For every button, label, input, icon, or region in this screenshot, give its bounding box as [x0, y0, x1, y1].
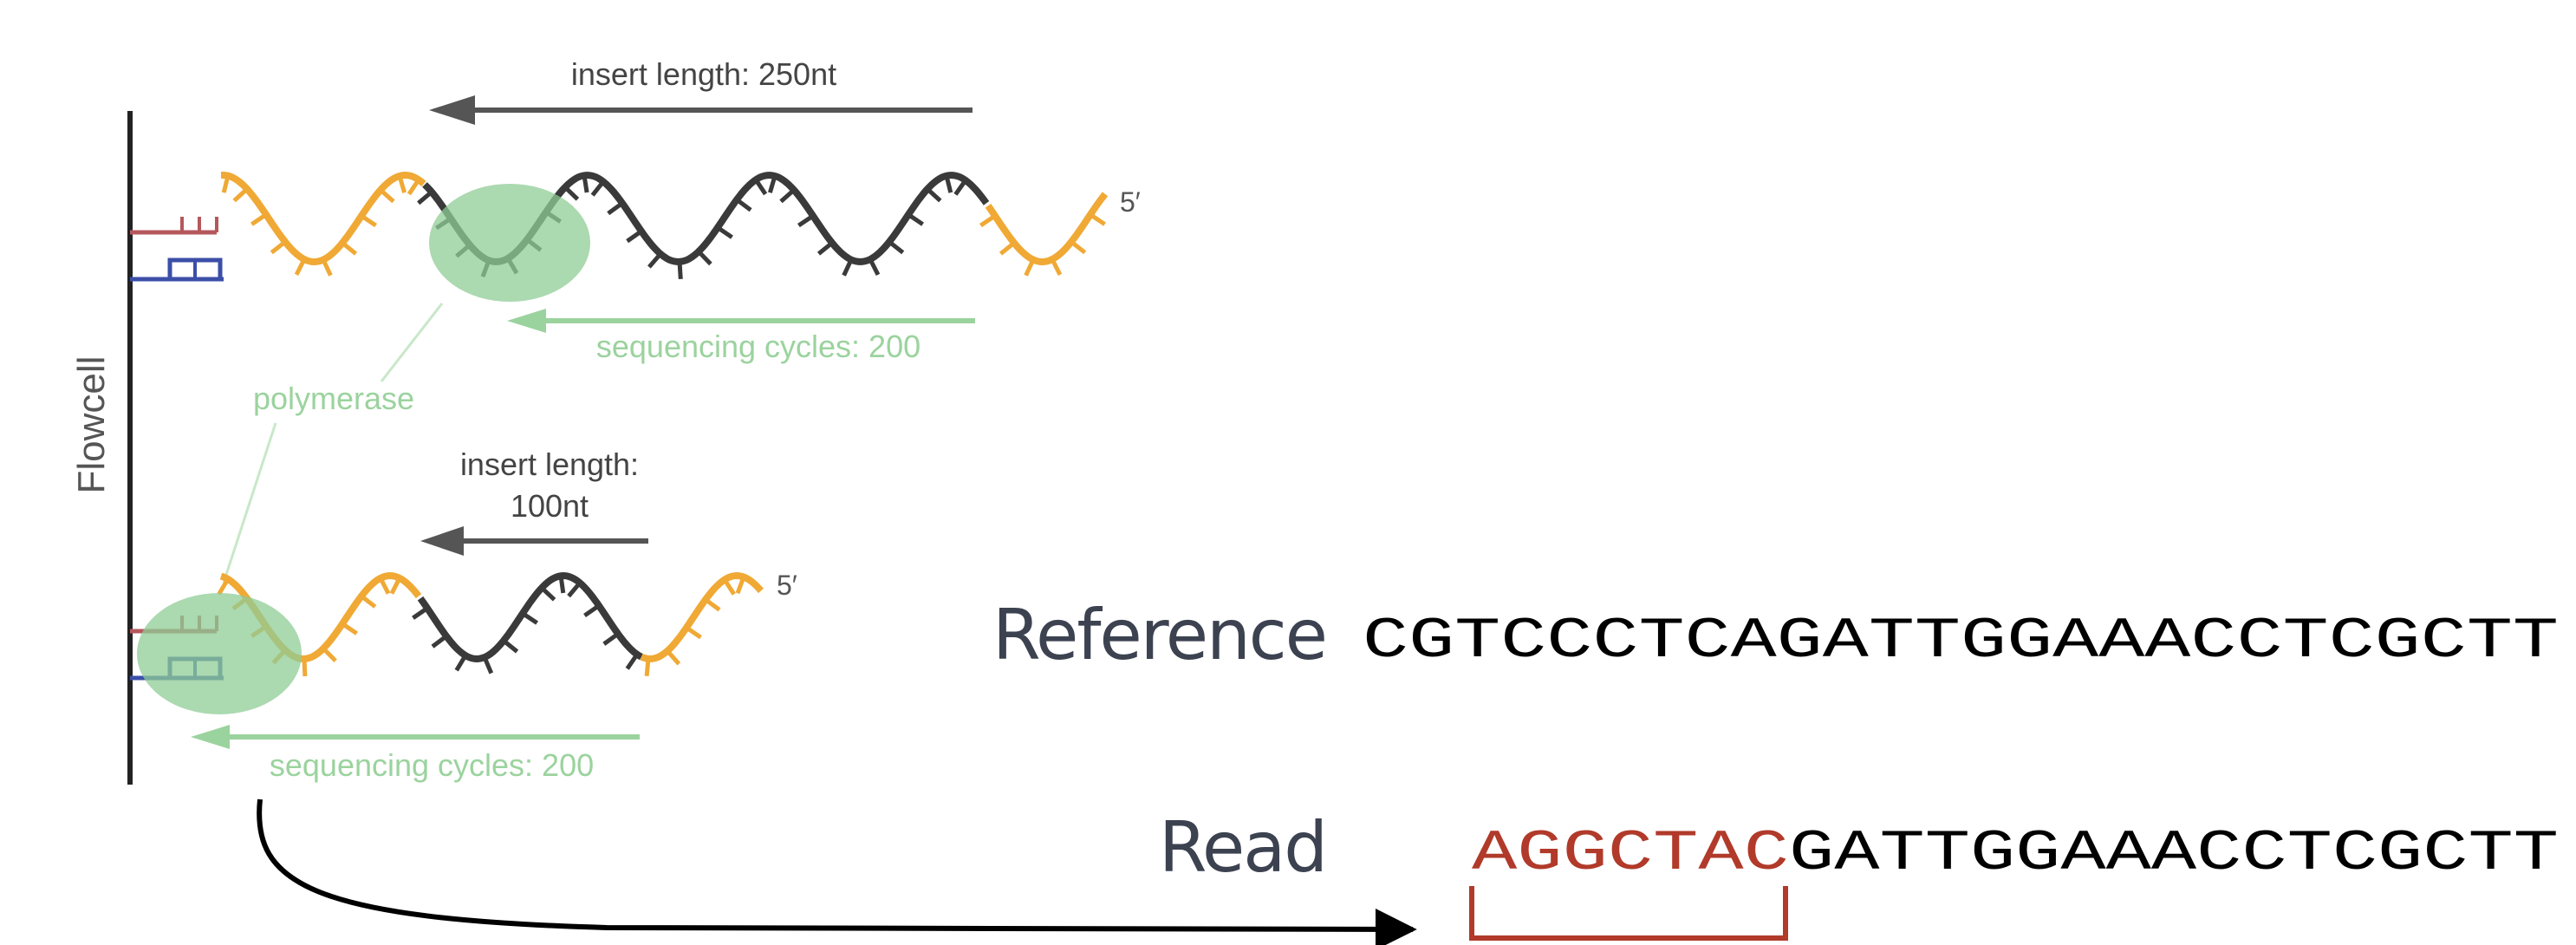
top-insert-base-tick — [582, 174, 589, 193]
top-adapter-base-tick — [221, 175, 231, 193]
reference-sequence: CGTCCCTCAGATTGGAAACCTCGCTT — [1363, 609, 2559, 674]
top-insert-base-tick — [842, 258, 854, 277]
bottom-insert-base-tick — [482, 656, 494, 675]
bottom-insert-length-arrow — [420, 526, 648, 556]
top-insert-base-tick — [697, 250, 712, 266]
top-insert-base-tick — [417, 190, 433, 205]
bottom-insert-base-tick — [602, 632, 620, 646]
bottom-adapter-base-tick — [341, 622, 358, 635]
bottom-adapter-right — [640, 571, 764, 663]
top-insert-base-tick — [735, 198, 752, 212]
bottom-insert-length-label-line2: 100nt — [511, 488, 589, 524]
bottom-insert-base-tick — [431, 634, 448, 648]
top-molecule: 5′ — [130, 171, 1141, 302]
bottom-insert-base-tick — [502, 639, 519, 654]
read-connector-arrow — [257, 798, 1417, 945]
top-anchor-blue — [130, 257, 224, 282]
top-insert-base-tick — [816, 241, 834, 256]
top-adapter-right — [985, 192, 1109, 266]
bottom-insert-strand — [417, 571, 643, 663]
adapter-bracket — [1469, 886, 1788, 941]
bottom-adapter-base-tick — [704, 597, 721, 612]
bottom-adapter-base-tick — [360, 594, 377, 609]
top-insert-base-tick — [944, 175, 953, 193]
top-insert-base-tick — [926, 187, 942, 203]
top-adapter-base-tick — [321, 258, 333, 277]
bottom-insert-length-label-line1: insert length: — [460, 446, 639, 482]
top-insert-base-tick — [907, 212, 924, 226]
bottom-molecule: 5′ — [130, 570, 797, 714]
polymerase-leader-top — [380, 303, 444, 382]
bottom-insert-base-tick — [540, 586, 556, 602]
top-insert-length-arrow — [429, 95, 973, 125]
top-adapter-base-tick — [294, 257, 307, 277]
polymerase-label: polymerase — [253, 381, 414, 416]
top-insert-base-tick — [590, 179, 605, 197]
bottom-insert-base-tick — [567, 581, 582, 598]
top-adapter-base-tick — [1024, 258, 1036, 277]
top-cycles-arrow — [507, 309, 975, 333]
top-adapter-base-tick — [999, 241, 1016, 256]
top-adapter-base-tick — [1089, 212, 1106, 226]
top-insert-base-tick — [753, 178, 768, 196]
bottom-insert-base-tick — [454, 654, 468, 672]
top-insert-base-tick — [607, 201, 624, 216]
reference-label: Reference — [992, 595, 1326, 675]
top-adapter-base-tick — [979, 213, 997, 228]
top-insert-base-tick — [767, 175, 777, 193]
read-matching-sequence: GATTGGAAACCTCGCTT — [1789, 821, 2559, 886]
top-cycles-label: sequencing cycles: 200 — [596, 329, 920, 364]
top-insert-base-tick — [716, 225, 733, 239]
bottom-cycles-arrow — [191, 725, 640, 749]
top-insert-base-tick — [626, 229, 643, 244]
top-adapter-base-tick — [379, 188, 395, 204]
bottom-insert-base-tick — [412, 606, 429, 620]
bottom-polymerase — [137, 593, 302, 714]
bottom-adapter-base-tick — [217, 577, 231, 596]
bottom-insert-base-tick — [558, 575, 566, 594]
top-polymerase — [429, 184, 590, 302]
top-insert-base-tick — [953, 179, 968, 196]
bottom-adapter-base-tick — [322, 647, 337, 662]
top-insert-base-tick — [647, 252, 662, 269]
bottom-insert-base-tick — [521, 611, 538, 625]
top-insert-base-tick — [888, 239, 905, 255]
bottom-five-prime-label: 5′ — [777, 570, 797, 601]
top-adapter-base-tick — [232, 187, 249, 203]
top-adapter-base-tick — [250, 212, 268, 226]
top-adapter-base-tick — [397, 175, 407, 193]
bottom-adapter-base-tick — [666, 649, 681, 666]
top-anchor-red — [130, 217, 218, 235]
read-label: Read — [1159, 807, 1326, 888]
bottom-adapter-base-tick — [302, 658, 308, 677]
bottom-insert-base-tick — [625, 653, 640, 670]
read-adapter-sequence: AGGCTAC — [1472, 821, 1789, 886]
top-adapter-base-tick — [1070, 239, 1087, 255]
bottom-adapter-base-tick — [685, 625, 702, 640]
polymerase-leader-bottom — [222, 422, 277, 583]
top-adapter-base-tick — [1050, 257, 1063, 277]
top-five-prime-label: 5′ — [1120, 186, 1141, 218]
bottom-adapter-base-tick — [722, 578, 736, 596]
bottom-adapter-base-tick — [644, 658, 651, 677]
top-insert-base-tick — [868, 257, 881, 277]
bottom-adapter-base-tick — [389, 577, 402, 595]
top-insert-base-tick — [779, 188, 796, 204]
top-insert-base-tick — [563, 186, 580, 201]
top-adapter-base-tick — [360, 213, 377, 228]
top-insert-base-tick — [797, 213, 815, 228]
top-insert-length-label: insert length: 250nt — [571, 56, 836, 92]
top-adapter-base-tick — [341, 241, 358, 256]
top-adapter-base-tick — [270, 239, 287, 255]
bottom-adapter-base-tick — [735, 576, 746, 595]
bottom-cycles-label: sequencing cycles: 200 — [270, 747, 594, 783]
top-adapter-base-tick — [407, 178, 421, 196]
top-adapter-left — [220, 171, 426, 266]
bottom-adapter-base-tick — [378, 577, 391, 595]
flowcell-label: Flowcell — [70, 356, 113, 494]
bottom-insert-base-tick — [583, 603, 601, 618]
